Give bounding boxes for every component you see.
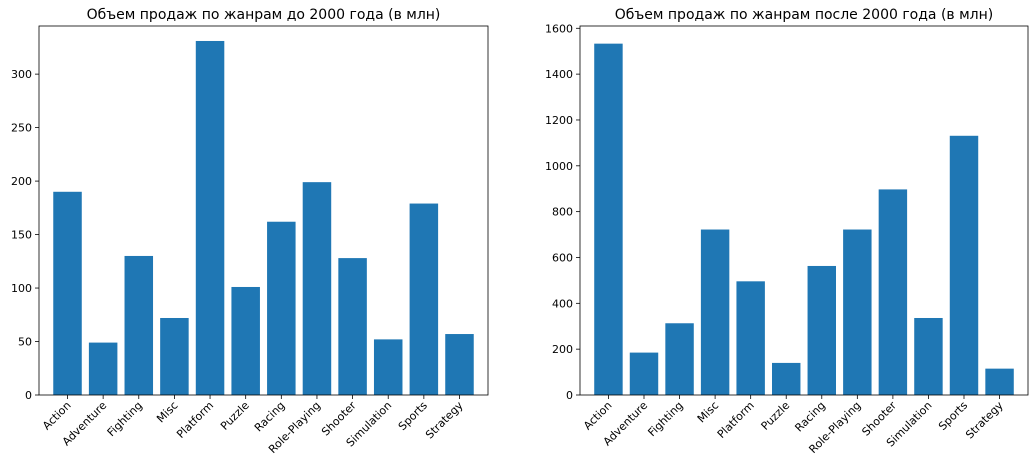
bar-shooter <box>338 258 367 395</box>
y-tick-label: 50 <box>18 336 32 349</box>
x-tick-label: Sports <box>936 399 970 433</box>
bar-racing <box>807 265 836 395</box>
bar-racing <box>267 221 296 395</box>
bar-role-playing <box>302 182 332 395</box>
x-tick-label: Sports <box>396 399 430 433</box>
x-tick-label: Misc <box>154 399 180 425</box>
x-tick-label: Puzzle <box>759 399 793 433</box>
bars <box>53 40 474 396</box>
bar-misc <box>160 317 189 395</box>
y-tick-label: 0 <box>566 389 573 402</box>
x-tick-label: Racing <box>792 399 827 434</box>
bar-fighting <box>124 255 154 395</box>
y-tick-label: 200 <box>552 343 573 356</box>
bar-platform <box>736 281 765 395</box>
bar-strategy <box>985 368 1014 395</box>
x-tick-label: Puzzle <box>218 399 252 433</box>
y-tick-label: 1000 <box>545 160 573 173</box>
y-tick-label: 400 <box>552 297 573 310</box>
y-tick-label: 600 <box>552 251 573 264</box>
y-tick-label: 250 <box>11 122 32 135</box>
y-axis: 0 200 400 600 800 1000 1200 1400 1600 <box>545 22 580 402</box>
y-tick-label: 150 <box>11 229 32 242</box>
y-tick-label: 300 <box>11 68 32 81</box>
chart-sales-after-2000: Объем продаж по жанрам после 2000 года (… <box>545 7 1029 456</box>
bar-puzzle <box>231 286 260 395</box>
bar-simulation <box>373 339 403 395</box>
plot-frame <box>38 25 489 396</box>
bar-sports <box>409 203 439 395</box>
y-tick-label: 200 <box>11 175 32 188</box>
x-tick-label: Platform <box>715 399 757 441</box>
plot-frame <box>579 25 1029 396</box>
y-tick-label: 100 <box>11 282 32 295</box>
chart-sales-before-2000: Объем продаж по жанрам до 2000 года (в м… <box>11 7 489 456</box>
chart-title: Объем продаж по жанрам после 2000 года (… <box>615 7 994 23</box>
y-tick-label: 1200 <box>545 114 573 127</box>
x-tick-label: Misc <box>695 399 721 425</box>
bars <box>594 43 1014 395</box>
x-tick-label: Fighting <box>105 399 145 439</box>
x-tick-label: Strategy <box>423 399 466 442</box>
y-tick-label: 0 <box>25 389 32 402</box>
bar-action <box>53 191 82 395</box>
bar-sports <box>949 135 979 395</box>
x-tick-label: Racing <box>252 399 287 434</box>
bar-misc <box>700 229 730 395</box>
y-tick-label: 1400 <box>545 68 573 81</box>
bar-role-playing <box>843 229 872 395</box>
y-tick-label: 800 <box>552 206 573 219</box>
bar-action <box>594 43 623 395</box>
y-axis: 0 50 100 150 200 250 300 <box>11 68 39 402</box>
x-tick-label: Action <box>40 399 74 433</box>
bar-simulation <box>914 317 943 395</box>
x-tick-label: Platform <box>174 399 216 441</box>
bar-puzzle <box>772 362 801 395</box>
bar-strategy <box>445 334 474 395</box>
chart-title: Объем продаж по жанрам до 2000 года (в м… <box>87 7 441 23</box>
y-tick-label: 1600 <box>545 22 573 35</box>
x-tick-label: Fighting <box>645 399 685 439</box>
bar-fighting <box>665 323 694 395</box>
bar-shooter <box>878 189 908 395</box>
bar-adventure <box>629 352 659 395</box>
bar-platform <box>195 40 225 396</box>
x-tick-label: Action <box>581 399 615 433</box>
x-tick-label: Strategy <box>963 399 1006 442</box>
bar-adventure <box>88 342 118 395</box>
